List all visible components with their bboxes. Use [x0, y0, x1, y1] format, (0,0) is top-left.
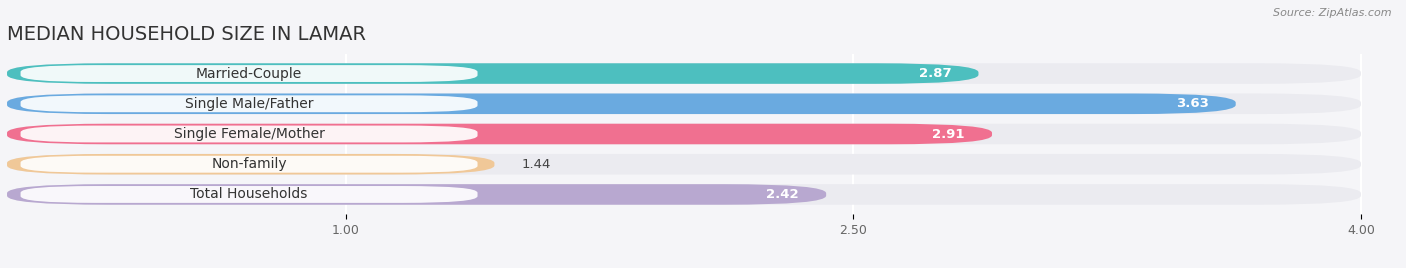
- FancyBboxPatch shape: [21, 95, 478, 112]
- FancyBboxPatch shape: [7, 124, 1361, 144]
- Text: Married-Couple: Married-Couple: [195, 66, 302, 81]
- Text: 2.42: 2.42: [766, 188, 799, 201]
- FancyBboxPatch shape: [21, 156, 478, 173]
- FancyBboxPatch shape: [7, 63, 1361, 84]
- Text: 1.44: 1.44: [522, 158, 551, 171]
- FancyBboxPatch shape: [7, 94, 1361, 114]
- FancyBboxPatch shape: [7, 184, 1361, 205]
- Text: Single Male/Father: Single Male/Father: [184, 97, 314, 111]
- Text: 3.63: 3.63: [1175, 97, 1209, 110]
- FancyBboxPatch shape: [7, 154, 1361, 174]
- Text: 2.87: 2.87: [918, 67, 952, 80]
- FancyBboxPatch shape: [21, 186, 478, 203]
- FancyBboxPatch shape: [7, 154, 495, 174]
- Text: Single Female/Mother: Single Female/Mother: [173, 127, 325, 141]
- Text: Total Households: Total Households: [190, 187, 308, 202]
- FancyBboxPatch shape: [7, 184, 827, 205]
- Text: Source: ZipAtlas.com: Source: ZipAtlas.com: [1274, 8, 1392, 18]
- FancyBboxPatch shape: [7, 94, 1236, 114]
- FancyBboxPatch shape: [7, 63, 979, 84]
- Text: 2.91: 2.91: [932, 128, 965, 140]
- Text: MEDIAN HOUSEHOLD SIZE IN LAMAR: MEDIAN HOUSEHOLD SIZE IN LAMAR: [7, 25, 366, 44]
- FancyBboxPatch shape: [21, 65, 478, 82]
- FancyBboxPatch shape: [7, 124, 993, 144]
- FancyBboxPatch shape: [21, 126, 478, 142]
- Text: Non-family: Non-family: [211, 157, 287, 171]
